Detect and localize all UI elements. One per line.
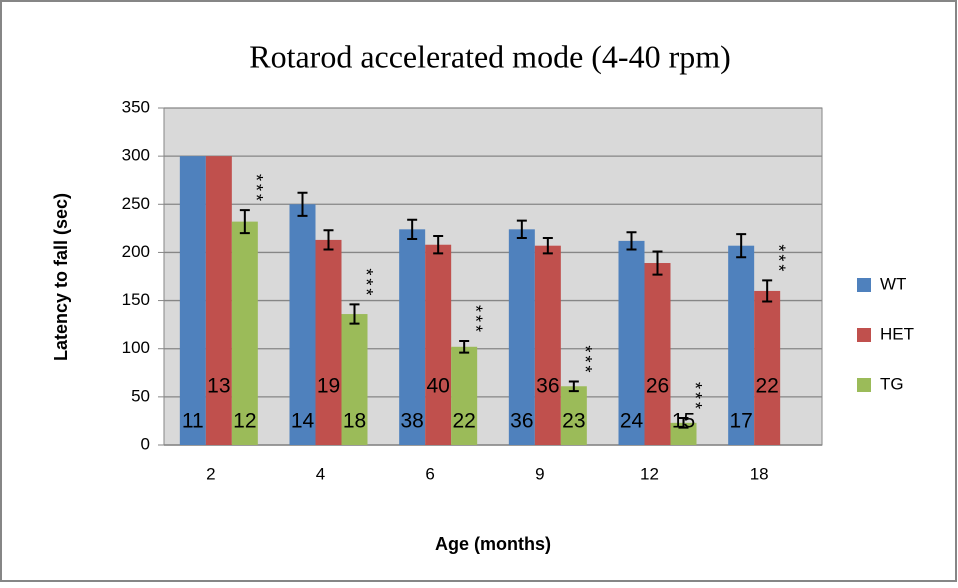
chart-title: Rotarod accelerated mode (4-40 rpm) xyxy=(249,38,731,74)
sample-size-label: 38 xyxy=(400,410,423,433)
legend-label: WT xyxy=(880,274,906,293)
significance-label: *** xyxy=(246,174,266,204)
y-tick-label: 250 xyxy=(122,194,150,213)
sample-size-label: 19 xyxy=(317,375,340,398)
sample-size-label: 12 xyxy=(233,410,256,433)
error-bar xyxy=(762,279,773,303)
bar xyxy=(560,386,587,445)
bar xyxy=(289,204,316,445)
bar xyxy=(179,156,206,445)
significance-label: *** xyxy=(575,345,595,375)
bar xyxy=(451,346,478,445)
error-bar xyxy=(323,229,334,251)
bar xyxy=(728,245,755,445)
sample-size-label: 36 xyxy=(536,375,559,398)
error-bar xyxy=(542,236,553,255)
y-tick-label: 350 xyxy=(122,97,150,116)
sample-size-label: 23 xyxy=(562,410,585,433)
error-bar xyxy=(239,209,250,235)
error-bar xyxy=(568,380,579,393)
x-tick-label: 12 xyxy=(640,464,659,483)
x-tick-label: 2 xyxy=(206,464,215,483)
x-tick-label: 18 xyxy=(750,464,769,483)
sample-size-label: 14 xyxy=(291,410,315,433)
error-bar xyxy=(516,219,527,239)
y-tick-label: 300 xyxy=(122,146,150,165)
x-tick-label: 6 xyxy=(425,464,434,483)
y-tick-label: 150 xyxy=(122,290,150,309)
bar xyxy=(315,239,342,445)
sample-size-label: 26 xyxy=(646,375,669,398)
error-bar xyxy=(459,340,470,354)
bar xyxy=(231,221,258,445)
sample-size-label: 36 xyxy=(510,410,533,433)
error-bar xyxy=(407,218,418,240)
legend-label: HET xyxy=(880,324,914,343)
significance-label: *** xyxy=(685,382,705,412)
bar xyxy=(534,245,561,445)
bar xyxy=(644,263,671,445)
sample-size-label: 13 xyxy=(207,375,230,398)
sample-size-label: 22 xyxy=(755,375,778,398)
legend-swatch xyxy=(857,328,871,342)
y-tick-label: 100 xyxy=(122,338,150,357)
sample-size-label: 15 xyxy=(672,410,695,433)
error-bar xyxy=(297,191,308,217)
bar xyxy=(341,314,368,445)
error-bar xyxy=(433,235,444,255)
error-bar xyxy=(652,250,663,276)
y-tick-label: 200 xyxy=(122,242,150,261)
error-bar xyxy=(626,231,637,251)
plot-area xyxy=(163,107,823,446)
sample-size-label: 22 xyxy=(452,410,475,433)
y-tick-label: 0 xyxy=(141,434,150,453)
y-tick-label: 50 xyxy=(131,386,150,405)
x-tick-label: 4 xyxy=(316,464,325,483)
y-axis-label: Latency to fall (sec) xyxy=(51,193,71,361)
bar xyxy=(205,156,232,445)
x-axis-label: Age (months) xyxy=(435,534,551,554)
error-bar xyxy=(349,303,360,325)
significance-label: *** xyxy=(768,244,788,274)
bar xyxy=(508,229,535,445)
bar xyxy=(618,240,645,445)
bar xyxy=(399,229,426,445)
sample-size-label: 11 xyxy=(182,410,204,433)
x-tick-label: 9 xyxy=(535,464,544,483)
sample-size-label: 40 xyxy=(426,375,449,398)
significance-label: *** xyxy=(356,268,376,298)
bar xyxy=(425,244,452,445)
bar xyxy=(754,290,781,445)
error-bar xyxy=(736,233,747,259)
bar xyxy=(670,422,697,445)
sample-size-label: 17 xyxy=(729,410,752,433)
legend-label: TG xyxy=(880,374,904,393)
sample-size-label: 24 xyxy=(620,410,644,433)
error-bar xyxy=(678,417,689,429)
legend-swatch xyxy=(857,278,871,292)
significance-label: *** xyxy=(465,305,485,335)
legend-swatch xyxy=(857,378,871,392)
sample-size-label: 18 xyxy=(343,410,366,433)
